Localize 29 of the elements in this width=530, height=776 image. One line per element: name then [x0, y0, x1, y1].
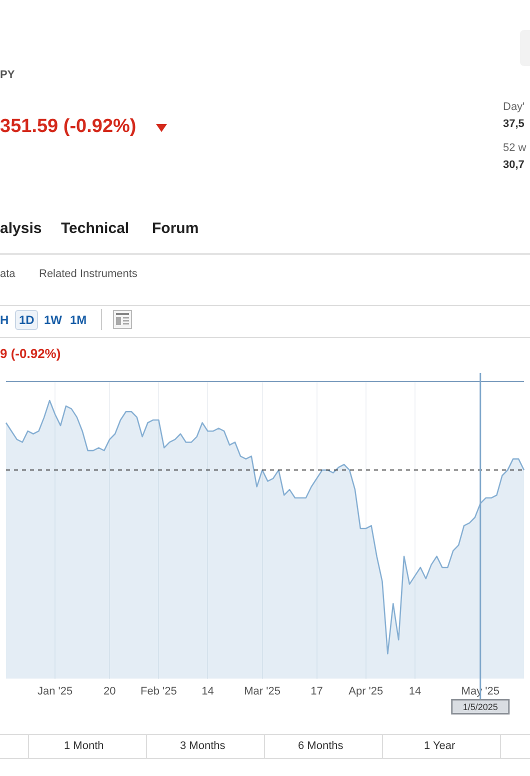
x-tick-label: 14	[408, 685, 422, 698]
text: 1D	[15, 310, 38, 330]
text: PY	[0, 69, 15, 81]
text: 37,5	[503, 118, 524, 130]
text: 30,7	[503, 159, 524, 171]
text: 9 (-0.92%)	[0, 346, 61, 361]
text: 52 w	[503, 142, 526, 154]
text: 6 Months	[298, 740, 344, 752]
text: alysis	[0, 220, 42, 237]
text: 351.59 (-0.92%)	[0, 116, 136, 138]
text: 1 Year	[424, 740, 456, 752]
text: Day'	[503, 101, 525, 113]
x-tick-label: Feb '25	[140, 685, 177, 698]
x-tick-label: 14	[202, 685, 214, 698]
text: 3 Months	[180, 740, 226, 752]
x-tick-label: 20	[103, 685, 116, 698]
text: 1M	[70, 313, 87, 327]
text: H	[0, 313, 9, 327]
x-tick-label: 17	[310, 685, 323, 698]
x-tick-label: Mar '25	[244, 685, 280, 698]
x-tick-label: Jan '25	[38, 685, 73, 698]
text: ata	[0, 268, 16, 280]
text: Technical	[61, 220, 130, 237]
ref-line-label: 1/5/2025	[462, 702, 498, 712]
text: 1W	[44, 313, 62, 327]
x-tick-label: Apr '25	[348, 685, 384, 698]
text: Forum	[152, 220, 199, 237]
text: 1 Month	[64, 740, 104, 752]
text: Related Instruments	[39, 268, 138, 280]
